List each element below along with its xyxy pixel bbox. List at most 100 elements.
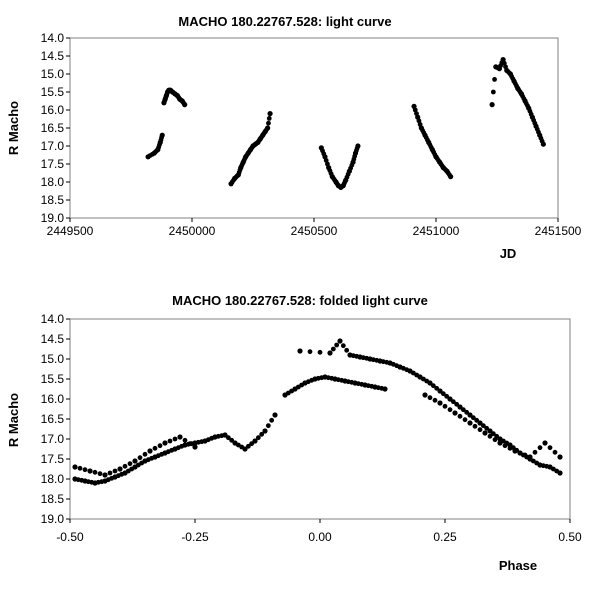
- y-tick-label: 14.5: [41, 49, 65, 63]
- data-point: [540, 141, 546, 147]
- data-point: [487, 428, 493, 434]
- y-tick-label: 16.5: [41, 412, 65, 426]
- data-point: [157, 443, 163, 449]
- data-point: [440, 391, 446, 397]
- data-point: [437, 400, 443, 406]
- data-point: [266, 116, 272, 121]
- data-point: [77, 465, 83, 471]
- x-tick-label: -0.50: [56, 530, 84, 544]
- data-point: [532, 449, 538, 455]
- data-point: [265, 125, 271, 131]
- y-tick-label: 18.0: [41, 175, 65, 189]
- data-point: [452, 410, 458, 416]
- data-point: [416, 118, 422, 124]
- data-point: [242, 446, 248, 452]
- data-point: [447, 407, 453, 413]
- y-tick-label: 15.5: [41, 372, 65, 386]
- data-point: [172, 436, 178, 442]
- data-point: [297, 348, 303, 354]
- data-point: [427, 395, 433, 401]
- data-point: [480, 423, 486, 429]
- data-point: [547, 445, 553, 451]
- data-point: [427, 380, 433, 386]
- chart-title: MACHO 180.22767.528: folded light curve: [172, 293, 428, 308]
- data-point: [467, 412, 473, 418]
- data-point: [122, 463, 128, 469]
- y-tick-label: 18.0: [41, 472, 65, 486]
- data-point: [462, 417, 468, 423]
- data-point: [487, 433, 493, 439]
- data-point: [82, 467, 88, 473]
- data-point: [323, 158, 329, 163]
- data-point: [527, 454, 533, 460]
- data-point: [502, 443, 508, 449]
- data-point: [490, 431, 496, 437]
- y-tick-label: 15.0: [41, 352, 65, 366]
- plot-area: [69, 318, 571, 520]
- data-point: [307, 349, 313, 355]
- data-point: [266, 120, 271, 126]
- data-point: [557, 470, 563, 476]
- data-point: [127, 461, 133, 467]
- data-point: [490, 89, 496, 95]
- y-axis-label: R Macho: [6, 393, 21, 447]
- data-point: [97, 471, 103, 477]
- data-point: [507, 445, 513, 451]
- data-point: [87, 468, 93, 474]
- data-point: [112, 468, 118, 474]
- data-point: [557, 454, 563, 460]
- data-point: [492, 77, 497, 82]
- data-point: [252, 438, 258, 444]
- data-point: [492, 437, 498, 443]
- data-point: [472, 423, 478, 429]
- data-point: [552, 449, 558, 455]
- data-point: [152, 445, 158, 451]
- data-point: [430, 383, 436, 389]
- x-tick-label: 0.25: [433, 530, 457, 544]
- data-point: [102, 472, 108, 478]
- data-point: [382, 386, 388, 392]
- data-point: [355, 143, 361, 149]
- y-tick-label: 17.0: [41, 139, 65, 153]
- data-point: [340, 343, 346, 349]
- data-point: [512, 448, 518, 454]
- data-point: [162, 440, 168, 446]
- data-point: [222, 432, 228, 438]
- data-point: [187, 441, 193, 447]
- data-point: [225, 435, 231, 441]
- y-tick-label: 14.5: [41, 332, 65, 346]
- data-point: [450, 399, 456, 405]
- data-point: [107, 470, 113, 476]
- data-point: [337, 338, 343, 344]
- data-point: [147, 448, 153, 454]
- data-point: [259, 431, 265, 437]
- data-point: [177, 434, 183, 440]
- data-point: [262, 428, 268, 434]
- data-point: [448, 174, 454, 180]
- x-tick-label: 2450000: [169, 224, 216, 238]
- x-tick-label: 2449500: [47, 224, 94, 238]
- y-tick-label: 17.5: [41, 157, 65, 171]
- data-point: [255, 435, 261, 441]
- data-point: [327, 350, 333, 356]
- data-point: [489, 102, 495, 108]
- y-tick-label: 16.0: [41, 392, 65, 406]
- x-ticks: 2449500 2450000 2450500 2451000 2451500: [47, 218, 582, 238]
- y-tick-label: 16.0: [41, 103, 65, 117]
- data-point: [192, 444, 198, 450]
- light-curve-chart: MACHO 180.22767.528: light curve 14.014.…: [6, 14, 582, 261]
- data-point: [142, 451, 148, 457]
- data-point: [470, 415, 476, 421]
- data-point: [507, 442, 513, 448]
- y-tick-label: 15.5: [41, 85, 65, 99]
- y-axis-label: R Macho: [6, 101, 21, 155]
- data-point: [467, 420, 473, 426]
- data-point: [330, 346, 336, 352]
- data-point: [72, 464, 78, 470]
- data-point: [269, 417, 275, 423]
- data-point: [437, 388, 443, 394]
- data-point: [501, 60, 507, 66]
- data-point: [537, 445, 543, 451]
- data-points: [72, 338, 563, 486]
- data-point: [412, 107, 418, 113]
